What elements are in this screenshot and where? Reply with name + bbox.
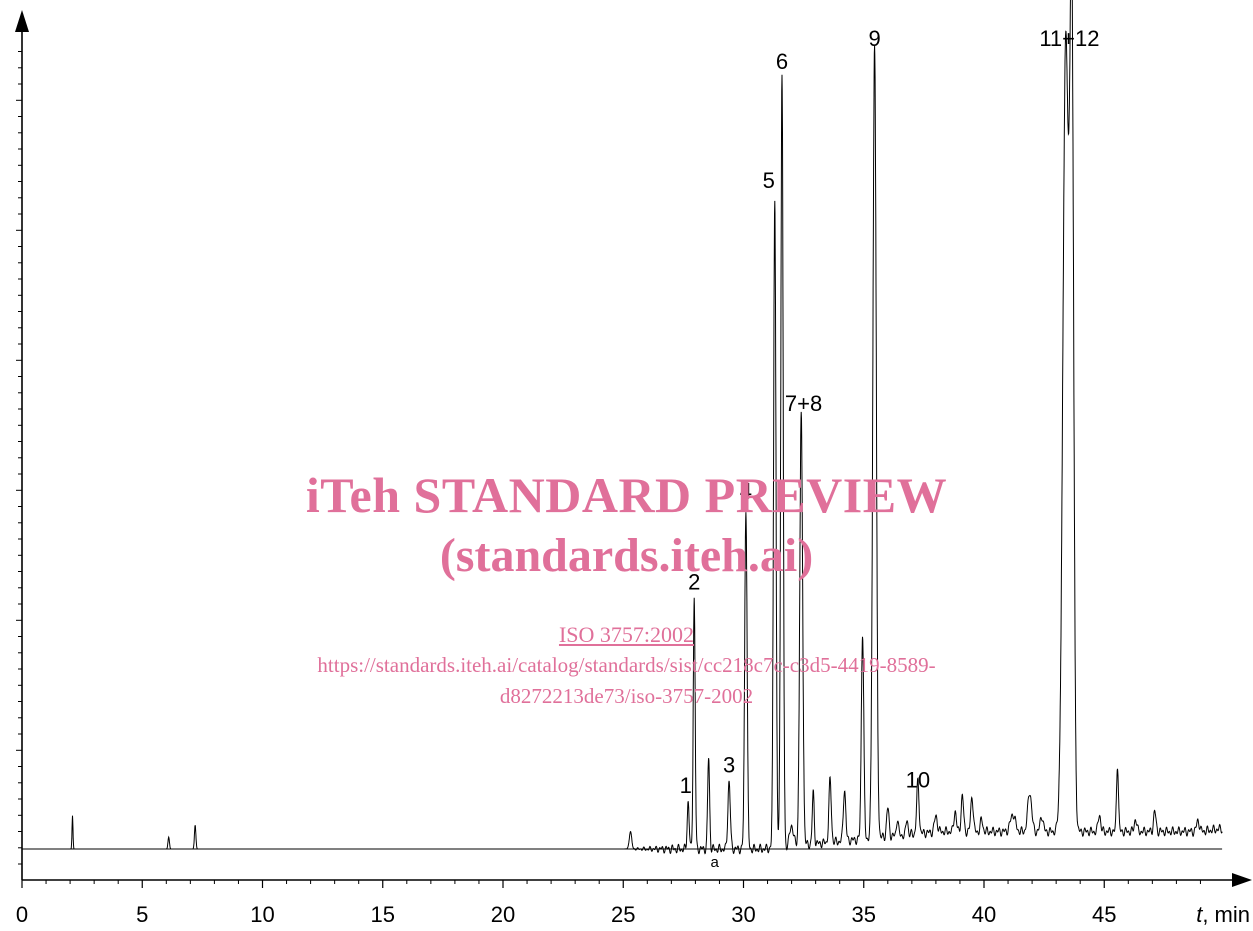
x-tick-label: 25 xyxy=(611,902,635,926)
x-axis-label: t, min xyxy=(1196,902,1250,926)
axes-layer: 0 5 10 15 20 25 30 35 40 45 t, min xyxy=(15,10,1252,927)
chromatogram-trace xyxy=(22,0,1223,855)
peak-label: 7+8 xyxy=(785,391,822,416)
peak-label: 3 xyxy=(723,752,735,777)
label-layer: 1 2 3 4 5 6 7+8 9 10 11+12 xyxy=(680,26,1100,798)
x-tick-label: 10 xyxy=(250,902,274,926)
x-tick-label: 40 xyxy=(972,902,996,926)
peak-label: 6 xyxy=(776,49,788,74)
peak-label: 10 xyxy=(906,767,930,792)
x-tick-label: 30 xyxy=(731,902,755,926)
peak-label: 4 xyxy=(740,478,752,503)
peak-label: 11+12 xyxy=(1039,26,1099,51)
x-tick-label: 35 xyxy=(852,902,876,926)
peak-label: 9 xyxy=(868,26,880,51)
baseline-label: a xyxy=(710,854,719,871)
x-tick-label: 0 xyxy=(16,902,28,926)
x-tick-label: 20 xyxy=(491,902,515,926)
peak-label: 5 xyxy=(763,168,775,193)
x-axis-arrow xyxy=(1232,873,1252,887)
x-tick-label: 5 xyxy=(136,902,148,926)
peak-label: 1 xyxy=(680,773,692,798)
peak-label: 2 xyxy=(688,570,700,595)
trace-layer: a xyxy=(22,0,1223,871)
y-axis-arrow xyxy=(15,10,29,32)
x-tick-label: 15 xyxy=(371,902,395,926)
x-tick-label: 45 xyxy=(1092,902,1116,926)
